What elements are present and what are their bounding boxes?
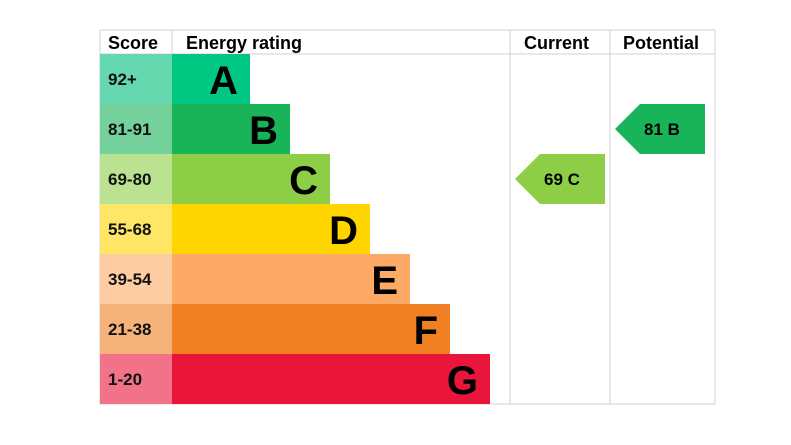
rating-letter-B: B (249, 109, 278, 153)
score-cell-C (100, 154, 172, 204)
score-cell-G (100, 354, 172, 404)
rating-bar-F (172, 304, 450, 354)
score-label-C: 69-80 (108, 170, 151, 189)
rating-bar-A (172, 54, 250, 104)
score-label-A: 92+ (108, 70, 137, 89)
rating-letter-G: G (447, 359, 478, 403)
header-energy-rating: Energy rating (186, 33, 302, 53)
current-arrow (515, 154, 605, 204)
score-cell-A (100, 54, 172, 104)
rating-bar-G (172, 354, 490, 404)
score-cell-D (100, 204, 172, 254)
potential-arrow-label: 81 B (644, 120, 680, 139)
score-label-F: 21-38 (108, 320, 151, 339)
score-cell-B (100, 104, 172, 154)
score-cell-E (100, 254, 172, 304)
rating-letter-F: F (414, 309, 438, 353)
rating-bar-C (172, 154, 330, 204)
rating-letter-D: D (329, 209, 358, 253)
rating-bar-D (172, 204, 370, 254)
score-label-B: 81-91 (108, 120, 151, 139)
rating-bar-B (172, 104, 290, 154)
header-score: Score (108, 33, 158, 53)
header-current: Current (524, 33, 589, 53)
potential-arrow (615, 104, 705, 154)
current-arrow-label: 69 C (544, 170, 580, 189)
score-label-E: 39-54 (108, 270, 152, 289)
rating-letter-E: E (371, 259, 398, 303)
header-potential: Potential (623, 33, 699, 53)
score-cell-F (100, 304, 172, 354)
score-label-G: 1-20 (108, 370, 142, 389)
rating-letter-C: C (289, 159, 318, 203)
rating-letter-A: A (209, 59, 238, 103)
rating-bar-E (172, 254, 410, 304)
score-label-D: 55-68 (108, 220, 151, 239)
